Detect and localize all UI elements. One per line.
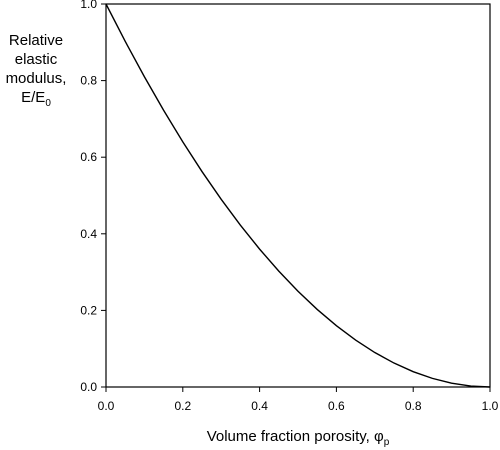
x-tick-label: 1.0	[482, 399, 499, 413]
y-axis-label: Relative elastic modulus, E/E0	[0, 31, 72, 109]
y-tick-label: 1.0	[80, 0, 97, 11]
series-curve	[105, 3, 491, 388]
x-axis-label: Volume fraction porosity, φp	[106, 428, 490, 448]
x-axis-label-text: Volume fraction porosity,	[206, 428, 374, 445]
y-tick-label: 0.6	[80, 150, 97, 164]
y-axis-label-symbol: E/E	[21, 89, 46, 106]
y-tick-label: 0.8	[80, 74, 97, 88]
x-tick-label: 0.0	[98, 399, 115, 413]
y-axis-label-line-1: Relative	[8, 32, 64, 49]
x-tick-label: 0.2	[174, 399, 191, 413]
y-axis-label-subscript: 0	[45, 98, 51, 109]
x-tick-label: 0.8	[405, 399, 422, 413]
x-tick-label: 0.6	[328, 399, 345, 413]
axis-ticks: 0.0 0.2 0.4 0.6 0.8 1.0 0.0 0.2 0.4 0.6 0.8 1.0	[80, 0, 498, 413]
y-axis-label-line-2: elastic	[14, 51, 58, 68]
y-tick-label: 0.4	[80, 227, 97, 241]
x-tick-label: 0.4	[251, 399, 268, 413]
x-axis-label-symbol: φ	[374, 428, 384, 445]
plot-frame	[105, 3, 491, 388]
x-axis-label-subscript: p	[383, 437, 390, 448]
y-tick-label: 0.0	[80, 380, 97, 394]
y-tick-label: 0.2	[80, 303, 97, 317]
y-axis-label-line-3: modulus,	[5, 70, 67, 87]
y-axis-label-line-4: E/E0	[0, 88, 72, 109]
